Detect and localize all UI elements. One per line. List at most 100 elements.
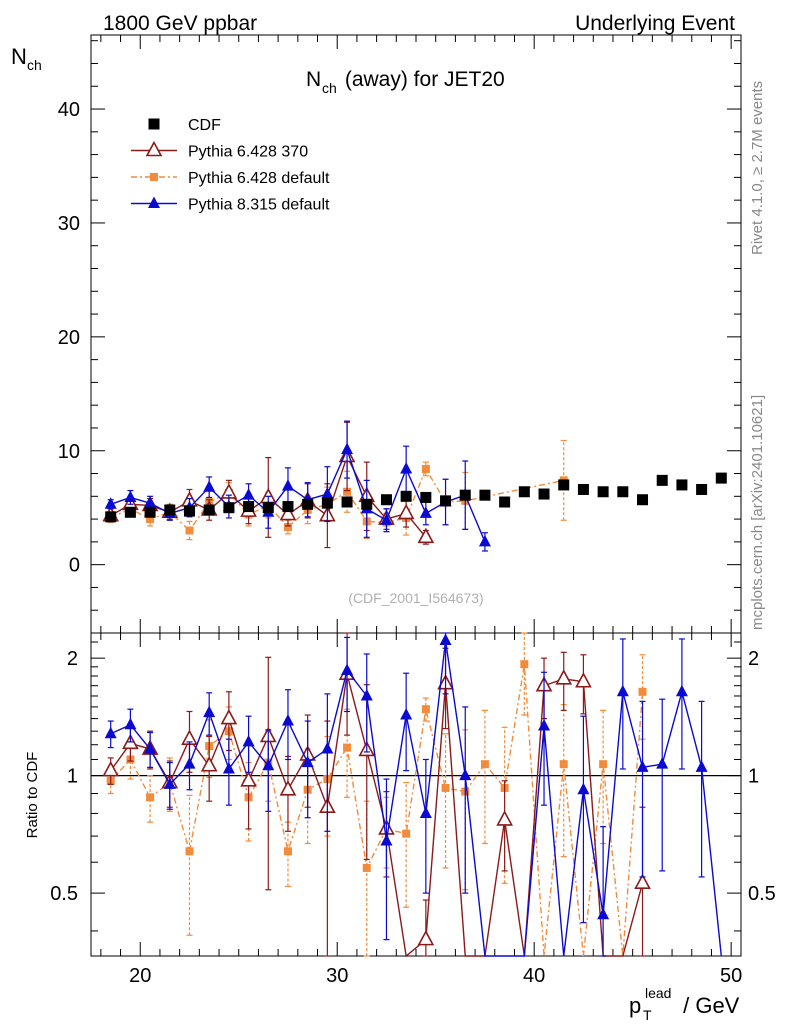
pythia-8-ratio-point (163, 777, 176, 789)
pythia-default-ratio-point (343, 743, 352, 752)
pythia-8-ratio-point (439, 633, 452, 645)
pythia-8-ratio-point (656, 757, 669, 769)
pythia-default-point (185, 526, 194, 535)
pythia-370-ratio-point (279, 780, 297, 796)
pythia-default-ratio-point (402, 829, 411, 838)
pythia-8-ratio-point (695, 760, 708, 772)
pythia-8-ratio-point (597, 907, 610, 920)
cdf-point (380, 494, 392, 506)
plot-title-rest: (away) for JET20 (339, 68, 505, 91)
cdf-point (144, 506, 156, 518)
pythia-8-ratio-point (636, 760, 649, 772)
legend-label: Pythia 6.428 default (188, 170, 330, 187)
pythia-8-ratio-point (341, 663, 354, 675)
pythia-8-ratio-point (400, 708, 413, 720)
x-axis-label-sup: lead (645, 985, 671, 1001)
cdf-point (479, 489, 491, 501)
legend-marker (150, 173, 158, 181)
pythia-370-point (397, 503, 415, 520)
pythia-370-point (279, 504, 297, 521)
cdf-point (676, 479, 688, 491)
pythia-370-ratio-point (634, 873, 651, 890)
pythia-default-ratio-point (441, 783, 450, 792)
y-axis-label-main: N (11, 44, 27, 69)
pythia-8-point (104, 497, 117, 509)
y-axis-label-sub: ch (27, 57, 42, 73)
header-right-label: Underlying Event (575, 12, 735, 35)
pythia-8-point (321, 487, 334, 499)
cdf-point (223, 502, 235, 514)
pythia-default-point (421, 464, 430, 473)
pythia-370-ratio-point (102, 760, 120, 777)
pythia-370-ratio-point (200, 756, 218, 772)
cdf-point (124, 506, 136, 518)
x-axis-label: p T lead / GeV (629, 985, 740, 1023)
pythia-8-point (341, 442, 354, 455)
pythia-8-ratio-point (577, 782, 590, 795)
pythia-8-ratio-point (222, 761, 235, 774)
pythia-8-ratio-point (124, 717, 137, 730)
x-tick-label: 50 (720, 965, 742, 987)
pythia-8-ratio-point (301, 755, 314, 768)
x-tick-label: 40 (523, 965, 545, 987)
pythia-8-ratio-point (675, 684, 688, 697)
ratio-axes: 20 30 40 50 0.5 0.5 1 1 2 2 (50, 633, 776, 987)
cdf-point (203, 504, 215, 516)
pythia-8-ratio-point (242, 734, 255, 747)
cdf-point (183, 505, 195, 517)
pythia-default-ratio-point (638, 687, 647, 696)
plot-title: N ch (away) for JET20 (306, 68, 505, 96)
x-axis-label-main: p (629, 993, 641, 1018)
pythia-default-point (146, 515, 155, 524)
pythia-8-point (281, 479, 294, 491)
header-left-label: 1800 GeV ppbar (103, 12, 257, 35)
pythia-default-ratio-point (480, 760, 489, 769)
pythia-8-ratio-point (360, 688, 373, 701)
cdf-point (656, 474, 668, 486)
pythia-8-ratio-point (538, 719, 551, 731)
pythia-8-point (478, 534, 491, 547)
cdf-point (243, 501, 255, 513)
x-axis-label-sub: T (643, 1007, 652, 1023)
pythia-8-ratio-point (616, 684, 629, 697)
pythia-default-line (110, 467, 564, 532)
ratio-tick-label: 1 (67, 766, 78, 788)
cdf-point (341, 496, 353, 508)
ratio-tick-label-right: 1 (748, 766, 759, 788)
pythia-8-ratio-point (104, 726, 117, 739)
pythia-default-ratio-line (110, 664, 644, 957)
pythia-default-ratio-point (185, 847, 194, 856)
cdf-point (440, 495, 452, 507)
cdf-point (597, 486, 609, 498)
pythia-8-point (203, 480, 216, 492)
legend-label: Pythia 8.315 default (188, 197, 330, 214)
pythia-8-ratio-point (321, 742, 334, 754)
pythia-default-ratio-point (520, 660, 529, 669)
pythia-default-point (343, 487, 352, 496)
y-tick-label: 30 (58, 213, 80, 235)
ratio-tick-label-right: 0.5 (748, 883, 776, 905)
pythia-8-ratio-point (183, 757, 196, 769)
pythia-8-ratio-point (380, 833, 393, 846)
pythia-8-point (419, 506, 432, 518)
pythia-8-ratio-point (281, 714, 294, 726)
cdf-point (262, 502, 274, 514)
cdf-point (558, 479, 570, 491)
cdf-point (696, 483, 708, 495)
pythia-default-ratio-point (599, 760, 608, 769)
cdf-point (361, 498, 373, 510)
cdf-point (617, 486, 629, 498)
cdf-point (577, 483, 589, 495)
cdf-point (715, 472, 727, 484)
cdf-point (164, 504, 176, 516)
plot-title-sub: ch (322, 80, 337, 96)
pythia-8-ratio-point (144, 742, 157, 754)
x-tick-label: 20 (129, 965, 151, 987)
pythia-370-ratio-point (496, 810, 513, 826)
pythia-370-ratio-point (240, 771, 257, 787)
y-tick-label: 40 (58, 99, 80, 121)
y-axis-label: N ch (11, 44, 42, 73)
cdf-point (538, 488, 550, 500)
cdf-point (282, 501, 294, 513)
